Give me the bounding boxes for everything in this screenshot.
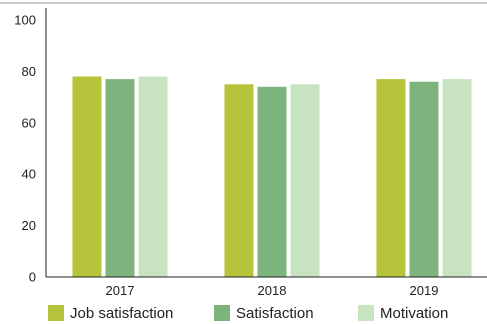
bar-motivation-2018 (290, 84, 320, 278)
legend-label-motivation: Motivation (380, 304, 449, 322)
legend-swatch-motivation (358, 305, 374, 321)
x-tick-label-2017: 2017 (106, 283, 135, 298)
legend: Job satisfaction Satisfaction Motivation (0, 302, 487, 324)
bar-satisfaction-2019 (409, 81, 439, 277)
bar-motivation-2017 (138, 76, 168, 277)
bar-satisfaction-2018 (257, 86, 287, 277)
x-axis-ticks: 2017 2018 2019 (106, 283, 439, 298)
legend-item-job-satisfaction: Job satisfaction (48, 302, 173, 324)
y-tick-label-60: 60 (22, 115, 36, 130)
legend-item-satisfaction: Satisfaction (214, 302, 314, 324)
y-tick-label-20: 20 (22, 218, 36, 233)
legend-label-job-satisfaction: Job satisfaction (70, 304, 174, 322)
bar-job-satisfaction-2019 (376, 79, 406, 277)
bar-job-satisfaction-2017 (72, 76, 102, 277)
legend-swatch-job-satisfaction (48, 305, 64, 321)
bar-job-satisfaction-2018 (224, 84, 254, 278)
y-tick-label-80: 80 (22, 64, 36, 79)
x-tick-label-2019: 2019 (410, 283, 439, 298)
legend-swatch-satisfaction (214, 305, 230, 321)
y-tick-label-100: 100 (14, 13, 36, 28)
bar-satisfaction-2017 (105, 79, 135, 277)
y-axis-ticks: 0 20 40 60 80 100 (14, 13, 36, 285)
bar-chart: 0 20 40 60 80 100 2017 2018 2019 (0, 2, 487, 298)
x-tick-label-2018: 2018 (258, 283, 287, 298)
bar-motivation-2019 (442, 79, 472, 277)
legend-item-motivation: Motivation (358, 302, 448, 324)
bars-group (72, 76, 472, 278)
y-tick-label-0: 0 (29, 270, 36, 285)
y-tick-label-40: 40 (22, 167, 36, 182)
legend-label-satisfaction: Satisfaction (236, 304, 314, 322)
